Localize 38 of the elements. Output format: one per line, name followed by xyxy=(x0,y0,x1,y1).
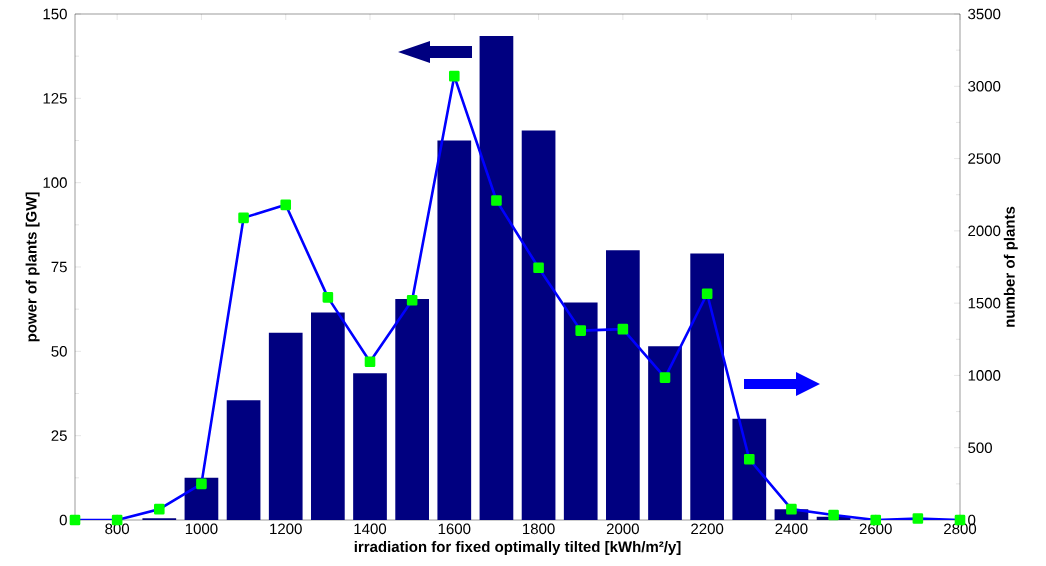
x-tick-label: 2000 xyxy=(606,523,639,535)
bar xyxy=(311,312,345,520)
x-tick-label: 1600 xyxy=(438,523,471,535)
bar xyxy=(479,35,514,520)
bar xyxy=(268,332,303,520)
x-tick-label: 2200 xyxy=(691,523,724,535)
bar xyxy=(437,140,472,520)
y2-tick-label: 2500 xyxy=(968,153,1001,164)
bar xyxy=(732,418,767,520)
x-tick-label: 1800 xyxy=(523,523,555,535)
bar xyxy=(606,250,640,520)
x-axis-title: irradiation for fixed optimally tilted [kWh/m²/y] xyxy=(354,541,681,555)
bar xyxy=(563,302,598,520)
x-tick-label: 1000 xyxy=(185,523,218,535)
y2-tick-label: 500 xyxy=(968,442,992,454)
x-tick-label: 1400 xyxy=(354,523,387,535)
y-tick-label: 150 xyxy=(43,8,67,20)
y-tick-label: 100 xyxy=(43,177,67,188)
y2-axis-title: number of plants xyxy=(1003,206,1018,327)
bar xyxy=(648,346,682,520)
y-tick-label: 75 xyxy=(51,261,67,273)
x-tick-label: 2400 xyxy=(775,523,808,535)
y2-tick-label: 1500 xyxy=(968,297,1001,309)
y-tick-label: 0 xyxy=(59,514,67,526)
y2-tick-label: 3500 xyxy=(968,8,1001,20)
y-tick-label: 25 xyxy=(51,430,67,441)
bar xyxy=(690,253,725,520)
y-axis-title: power of plants [GW] xyxy=(25,192,40,342)
y2-tick-label: 2000 xyxy=(968,225,1001,237)
bar xyxy=(353,373,387,520)
y-tick-label: 125 xyxy=(43,93,67,104)
bar xyxy=(395,299,430,520)
y-tick-label: 50 xyxy=(51,346,67,357)
y2-tick-label: 3000 xyxy=(968,80,1001,92)
bar xyxy=(521,130,556,520)
y2-tick-label: 1000 xyxy=(968,370,1001,381)
x-tick-label: 1200 xyxy=(270,523,302,535)
bar xyxy=(226,400,261,520)
